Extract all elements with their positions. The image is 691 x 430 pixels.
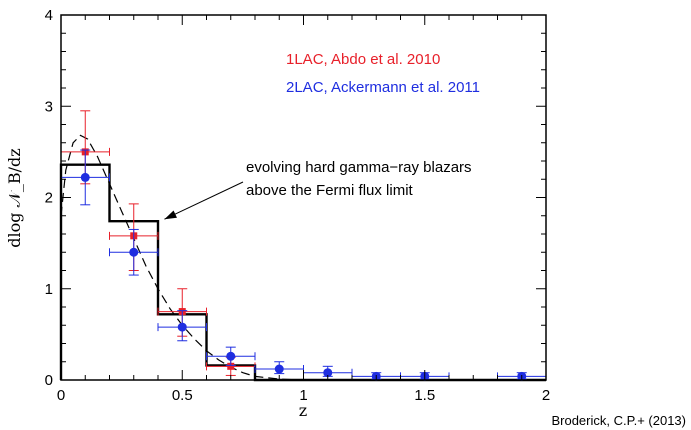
y-axis-label: dlog 𝒩_B/dz xyxy=(5,148,24,247)
x-tick-label: 1 xyxy=(299,387,307,404)
y-tick-label: 2 xyxy=(45,190,53,207)
annotation-line-1: evolving hard gamma−ray blazars xyxy=(246,159,472,176)
marker-circle xyxy=(274,364,284,374)
y-tick-label: 1 xyxy=(45,281,53,298)
marker-circle xyxy=(129,247,139,257)
x-tick-label: 1.5 xyxy=(414,387,435,404)
point-2lac xyxy=(206,346,256,366)
x-tick-label: 0 xyxy=(57,387,65,404)
point-2lac xyxy=(157,310,207,342)
point-2lac xyxy=(60,149,110,206)
x-tick-label: 0.5 xyxy=(172,387,193,404)
point-2lac xyxy=(109,228,159,276)
annotation-arrow-head xyxy=(164,210,177,220)
y-tick-label: 4 xyxy=(45,7,53,24)
point-2lac xyxy=(254,361,304,375)
y-tick-label: 3 xyxy=(45,98,53,115)
marker-square xyxy=(227,362,235,370)
marker-circle xyxy=(177,322,187,332)
marker-circle xyxy=(323,368,333,378)
marker-circle xyxy=(226,351,236,361)
annotation-arrow-line xyxy=(164,181,244,220)
x-axis-label: z xyxy=(299,401,307,420)
credit: Broderick, C.P.+ (2013) xyxy=(551,413,686,428)
marker-circle xyxy=(80,172,90,182)
annotation-line-2: above the Fermi flux limit xyxy=(246,182,414,199)
y-tick-label: 0 xyxy=(45,372,53,389)
x-tick-label: 2 xyxy=(542,387,550,404)
legend-1lac: 1LAC, Abdo et al. 2010 xyxy=(286,51,440,68)
legend-2lac: 2LAC, Ackermann et al. 2011 xyxy=(286,79,480,96)
model-curve-dashed xyxy=(60,134,546,381)
